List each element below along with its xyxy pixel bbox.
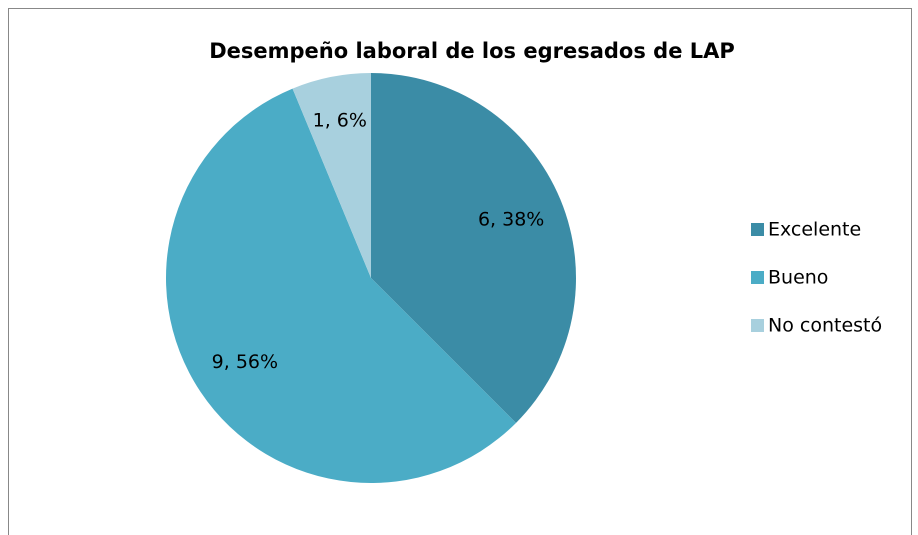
legend-label: No contestó — [768, 315, 882, 337]
pie-slice — [292, 73, 371, 278]
data-label: 6, 38% — [478, 208, 544, 230]
legend-swatch — [751, 223, 764, 236]
pie-slice — [371, 73, 576, 423]
legend-label: Excelente — [768, 219, 861, 241]
pie-slice — [165, 88, 516, 483]
legend-label: Bueno — [768, 267, 828, 289]
chart-border — [8, 8, 912, 535]
legend-swatch — [751, 271, 764, 284]
data-label: 9, 56% — [212, 351, 278, 373]
legend-swatch — [751, 319, 764, 332]
data-label: 1, 6% — [313, 110, 367, 132]
chart-title: Desempeño laboral de los egresados de LA… — [209, 39, 735, 63]
